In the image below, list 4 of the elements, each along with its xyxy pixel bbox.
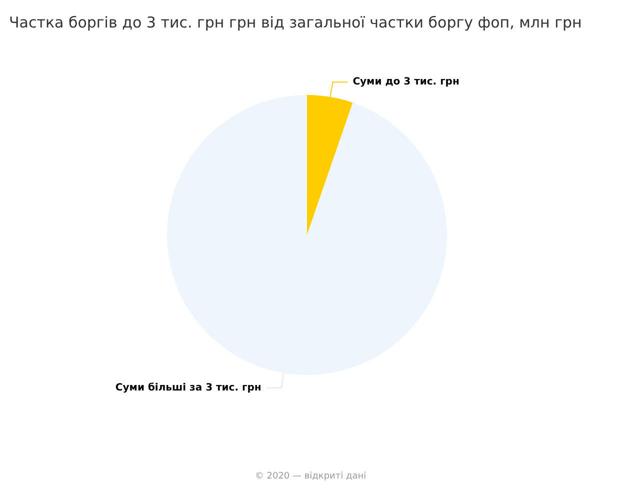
text: © 2020 — відкриті дані [254, 472, 366, 482]
chart-title: Частка боргів до 3 тис. грн грн від загальної частки боргу фоп, млн грн [9, 14, 582, 32]
slice-label: Суми до 3 тис. грн [352, 76, 460, 88]
slice-label: Суми більші за 3 тис. грн [115, 382, 262, 394]
